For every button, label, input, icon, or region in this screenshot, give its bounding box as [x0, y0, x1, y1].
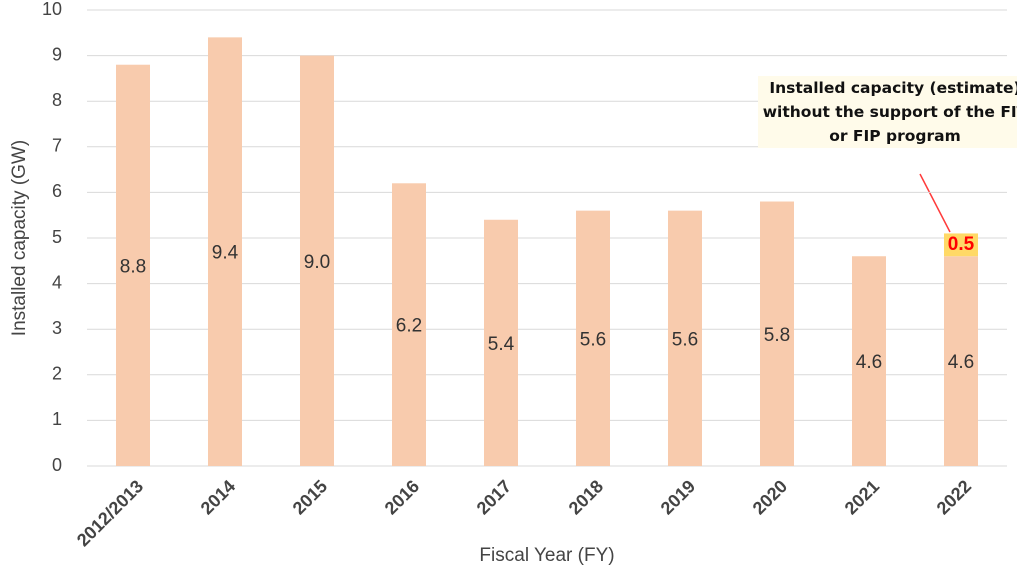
value-label: 9.0 [304, 252, 330, 273]
x-tick-label: 2016 [381, 476, 423, 518]
bar-segment [668, 210, 702, 466]
y-axis-title: Installed capacity (GW) [9, 140, 30, 336]
bar-segment [944, 256, 978, 466]
bar-segment [300, 55, 334, 466]
annotation-arrow [919, 173, 951, 233]
x-tick-label: 2012/2013 [73, 476, 147, 550]
bar-segment [116, 64, 150, 466]
x-tick-label: 2018 [565, 476, 607, 518]
value-label: 9.4 [212, 243, 239, 264]
x-tick-label: 2020 [749, 476, 791, 518]
value-label: 5.8 [764, 325, 790, 346]
bar-segment [760, 201, 794, 466]
bar-segment [944, 233, 978, 257]
y-tick-label: 5 [52, 227, 62, 247]
y-tick-label: 7 [52, 136, 62, 156]
y-tick-label: 6 [52, 181, 62, 201]
x-tick-label: 2015 [289, 476, 331, 518]
bar-segment [392, 183, 426, 466]
value-label: 4.6 [948, 352, 974, 373]
x-tick-label: 2022 [933, 476, 975, 518]
y-tick-label: 1 [52, 409, 62, 429]
x-tick-label: 2017 [473, 476, 515, 518]
x-axis-title: Fiscal Year (FY) [479, 545, 614, 566]
y-tick-label: 10 [42, 0, 62, 19]
value-label: 8.8 [120, 256, 146, 277]
bar-segment [852, 256, 886, 466]
annotation: Installed capacity (estimate) without th… [758, 76, 1017, 148]
value-label: 5.6 [672, 329, 698, 350]
value-label: 6.2 [396, 316, 422, 337]
y-tick-label: 8 [52, 90, 62, 110]
value-label: 0.5 [948, 234, 975, 255]
x-tick-label: 2021 [841, 476, 883, 518]
value-label: 5.6 [580, 329, 606, 350]
y-tick-label: 3 [52, 318, 62, 338]
bar-segment [576, 210, 610, 466]
bar-segment [484, 219, 518, 466]
x-tick-label: 2014 [197, 476, 239, 518]
x-tick-label: 2019 [657, 476, 699, 518]
bar-segment [208, 37, 242, 467]
value-label: 5.4 [488, 334, 515, 355]
y-tick-label: 4 [52, 272, 62, 292]
y-tick-label: 9 [52, 44, 62, 64]
value-label: 4.6 [856, 352, 882, 373]
y-tick-label: 2 [52, 364, 62, 384]
y-tick-label: 0 [52, 455, 62, 475]
